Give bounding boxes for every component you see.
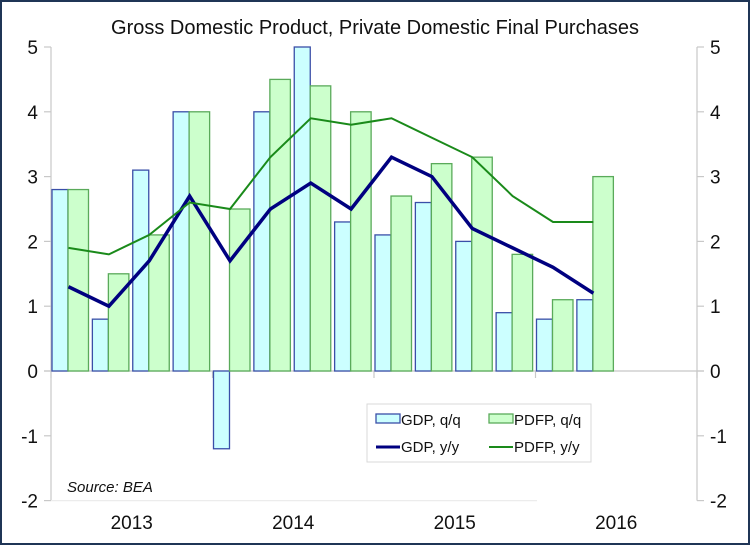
- y-tick-label-left: 5: [27, 38, 38, 59]
- legend-label-gdp-yy: GDP, y/y: [401, 439, 460, 456]
- line-pdfp-yy: [68, 117, 594, 256]
- bar-gdp-qq: [455, 240, 473, 372]
- bar-pdfp-qq: [228, 208, 251, 372]
- bar-pdfp-qq: [148, 234, 170, 372]
- bars: [51, 46, 615, 450]
- bar-gdp-qq: [535, 318, 554, 372]
- bar-pdfp-qq: [188, 111, 211, 372]
- y-tick-label-right: 4: [710, 103, 721, 124]
- x-year-label: 2014: [272, 513, 315, 534]
- legend-swatch-pdfp-qq: [488, 413, 514, 424]
- y-tick-label-right: 5: [710, 38, 721, 59]
- bar-pdfp-qq: [551, 299, 574, 372]
- bar-pdfp-qq: [349, 111, 372, 372]
- bar-gdp-qq: [172, 111, 190, 372]
- chart-title: Gross Domestic Product, Private Domestic…: [111, 17, 639, 39]
- y-tick-label-right: 1: [710, 297, 721, 318]
- bar-gdp-qq: [51, 188, 69, 372]
- y-tick-label-left: 4: [27, 103, 38, 124]
- bar-gdp-qq: [333, 221, 352, 372]
- legend-label-pdfp-yy: PDFP, y/y: [514, 439, 580, 456]
- y-tick-label-left: 1: [27, 297, 38, 318]
- bar-gdp-qq: [414, 201, 433, 372]
- x-year-label: 2016: [595, 513, 637, 534]
- line-gdp-yy: [67, 154, 595, 309]
- bar-gdp-qq: [212, 370, 231, 450]
- legend: GDP, q/q PDFP, q/q GDP, y/y PDFP, y/y: [366, 403, 592, 463]
- y-tick-label-right: -2: [710, 492, 727, 513]
- bar-gdp-qq: [576, 299, 594, 372]
- bar-pdfp-qq: [390, 195, 413, 372]
- axes: -2 -2 -1 -1 0 0 1 1 2 2 3 3 4 4 5 5 2013 2014 2015 2016: [21, 38, 727, 534]
- y-tick-label-left: 3: [27, 168, 38, 189]
- bar-pdfp-qq: [67, 188, 90, 372]
- bar-gdp-qq: [374, 234, 392, 372]
- y-tick-label-left: -1: [21, 427, 38, 448]
- lines: [67, 117, 595, 309]
- x-year-label: 2015: [434, 513, 476, 534]
- y-tick-label-right: -1: [710, 427, 727, 448]
- y-tick-label-right: 2: [710, 232, 721, 253]
- bar-pdfp-qq: [107, 273, 130, 372]
- y-tick-label-left: -2: [21, 492, 38, 513]
- legend-label-gdp-qq: GDP, q/q: [401, 412, 461, 429]
- bar-gdp-qq: [495, 312, 513, 372]
- bar-gdp-qq: [253, 111, 271, 372]
- y-tick-label-left: 2: [27, 232, 38, 253]
- bar-pdfp-qq: [592, 175, 615, 372]
- legend-swatch-gdp-qq: [375, 413, 401, 424]
- bar-pdfp-qq: [309, 85, 332, 372]
- bar-pdfp-qq: [471, 156, 493, 372]
- bar-gdp-qq: [91, 318, 110, 372]
- legend-label-pdfp-qq: PDFP, q/q: [514, 412, 581, 429]
- bar-pdfp-qq: [511, 253, 534, 372]
- source-annotation: Source: BEA: [67, 479, 153, 496]
- y-tick-label-right: 3: [710, 168, 721, 189]
- x-year-label: 2013: [111, 513, 153, 534]
- bar-gdp-qq: [293, 46, 311, 372]
- bar-pdfp-qq: [269, 78, 292, 372]
- bar-pdfp-qq: [430, 162, 453, 372]
- y-tick-label-left: 0: [27, 362, 38, 383]
- legend-box: [366, 403, 592, 463]
- y-tick-label-right: 0: [710, 362, 721, 383]
